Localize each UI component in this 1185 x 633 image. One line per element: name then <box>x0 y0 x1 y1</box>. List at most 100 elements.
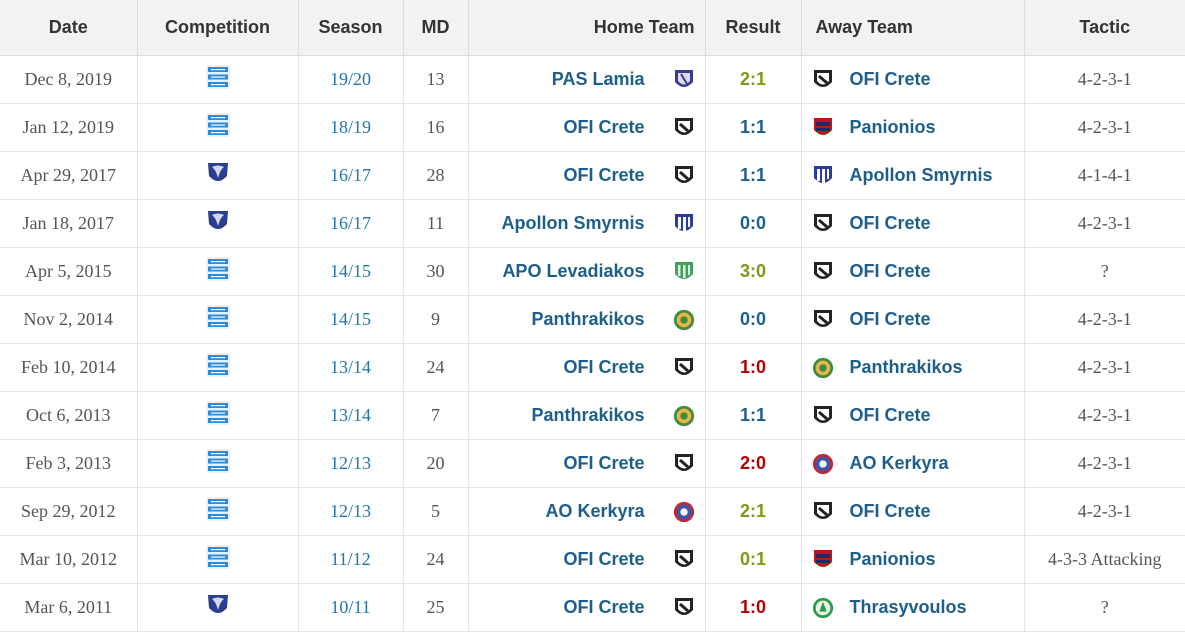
header-tactic[interactable]: Tactic <box>1024 0 1185 56</box>
season-link[interactable]: 16/17 <box>329 165 371 185</box>
panionios-logo-icon[interactable] <box>812 116 834 140</box>
result-link[interactable]: 0:0 <box>739 213 766 233</box>
home-team-link[interactable]: OFI Crete <box>563 357 645 377</box>
football-league-icon[interactable] <box>206 592 230 623</box>
season-link[interactable]: 12/13 <box>329 501 371 521</box>
panthrakikos-logo-icon[interactable] <box>812 356 834 380</box>
football-league-icon[interactable] <box>206 208 230 239</box>
superleague-icon[interactable] <box>205 304 231 335</box>
home-team-link[interactable]: OFI Crete <box>563 453 645 473</box>
superleague-icon[interactable] <box>205 496 231 527</box>
home-team-link[interactable]: Panthrakikos <box>531 405 645 425</box>
season-link[interactable]: 13/14 <box>329 357 371 377</box>
header-date[interactable]: Date <box>0 0 138 56</box>
away-team-link[interactable]: OFI Crete <box>849 405 931 425</box>
tactic-cell: 4-2-3-1 <box>1024 487 1185 536</box>
apollon-smyrnis-logo-icon[interactable] <box>673 212 695 236</box>
ofi-crete-logo-icon[interactable] <box>812 260 834 284</box>
md-cell: 13 <box>403 55 469 104</box>
season-link[interactable]: 11/12 <box>330 549 371 569</box>
away-team-link[interactable]: Panionios <box>849 549 936 569</box>
result-link[interactable]: 2:1 <box>739 501 766 521</box>
ofi-crete-logo-icon[interactable] <box>673 452 695 476</box>
season-link[interactable]: 13/14 <box>329 405 371 425</box>
ofi-crete-logo-icon[interactable] <box>673 164 695 188</box>
result-link[interactable]: 1:1 <box>739 117 766 137</box>
result-link[interactable]: 2:1 <box>739 69 766 89</box>
superleague-icon[interactable] <box>205 256 231 287</box>
ofi-crete-logo-icon[interactable] <box>673 548 695 572</box>
ofi-crete-logo-icon[interactable] <box>812 308 834 332</box>
away-team-link[interactable]: Panthrakikos <box>849 357 963 377</box>
levadiakos-logo-icon[interactable] <box>673 260 695 284</box>
season-link[interactable]: 19/20 <box>329 69 371 89</box>
ofi-crete-logo-icon[interactable] <box>673 596 695 620</box>
home-team-link[interactable]: OFI Crete <box>563 117 645 137</box>
away-team-link[interactable]: OFI Crete <box>849 501 931 521</box>
header-md[interactable]: MD <box>403 0 469 56</box>
home-team-link[interactable]: OFI Crete <box>563 597 645 617</box>
home-team-link[interactable]: OFI Crete <box>563 165 645 185</box>
table-row: Sep 29, 2012 12/13 5 AO Kerkyra 2:1 OFI … <box>0 487 1185 536</box>
kerkyra-logo-icon[interactable] <box>673 500 695 524</box>
home-team-link[interactable]: Panthrakikos <box>531 309 645 329</box>
ofi-crete-logo-icon[interactable] <box>812 68 834 92</box>
result-link[interactable]: 2:0 <box>739 453 766 473</box>
season-link[interactable]: 18/19 <box>329 117 371 137</box>
kerkyra-logo-icon[interactable] <box>812 452 834 476</box>
away-team-link[interactable]: Thrasyvoulos <box>849 597 967 617</box>
header-result[interactable]: Result <box>705 0 802 56</box>
superleague-icon[interactable] <box>205 112 231 143</box>
matchday: 24 <box>426 357 445 377</box>
away-team-link[interactable]: OFI Crete <box>849 69 931 89</box>
season-link[interactable]: 14/15 <box>329 309 371 329</box>
panthrakikos-logo-icon[interactable] <box>673 404 695 428</box>
home-team-link[interactable]: OFI Crete <box>563 549 645 569</box>
result-link[interactable]: 0:0 <box>739 309 766 329</box>
season-link[interactable]: 14/15 <box>329 261 371 281</box>
result-link[interactable]: 3:0 <box>739 261 766 281</box>
panionios-logo-icon[interactable] <box>812 548 834 572</box>
superleague-icon[interactable] <box>205 448 231 479</box>
pas-lamia-logo-icon[interactable] <box>673 68 695 92</box>
result-link[interactable]: 0:1 <box>739 549 766 569</box>
date-cell: Jan 12, 2019 <box>0 103 138 152</box>
panthrakikos-logo-icon[interactable] <box>673 308 695 332</box>
result-link[interactable]: 1:0 <box>739 597 766 617</box>
season-link[interactable]: 16/17 <box>329 213 371 233</box>
thrasyvoulos-logo-icon[interactable] <box>812 596 834 620</box>
football-league-icon[interactable] <box>206 160 230 191</box>
ofi-crete-logo-icon[interactable] <box>812 212 834 236</box>
home-team-link[interactable]: Apollon Smyrnis <box>501 213 645 233</box>
result-link[interactable]: 1:1 <box>739 165 766 185</box>
superleague-icon[interactable] <box>205 352 231 383</box>
ofi-crete-logo-icon[interactable] <box>673 356 695 380</box>
header-away-team[interactable]: Away Team <box>801 0 1025 56</box>
home-team-link[interactable]: AO Kerkyra <box>545 501 645 521</box>
superleague-icon[interactable] <box>205 64 231 95</box>
away-team-link[interactable]: Panionios <box>849 117 936 137</box>
away-team-link[interactable]: OFI Crete <box>849 261 931 281</box>
header-competition[interactable]: Competition <box>137 0 299 56</box>
season-cell: 16/17 <box>298 151 404 200</box>
away-team-link[interactable]: OFI Crete <box>849 309 931 329</box>
superleague-icon[interactable] <box>205 544 231 575</box>
ofi-crete-logo-icon[interactable] <box>812 500 834 524</box>
ofi-crete-logo-icon[interactable] <box>812 404 834 428</box>
tactic-cell: 4-1-4-1 <box>1024 151 1185 200</box>
header-season[interactable]: Season <box>298 0 404 56</box>
result-link[interactable]: 1:1 <box>739 405 766 425</box>
ofi-crete-logo-icon[interactable] <box>673 116 695 140</box>
away-team-link[interactable]: Apollon Smyrnis <box>849 165 993 185</box>
header-home-team[interactable]: Home Team <box>468 0 706 56</box>
season-link[interactable]: 10/11 <box>330 597 371 617</box>
away-team-link[interactable]: OFI Crete <box>849 213 931 233</box>
result-link[interactable]: 1:0 <box>739 357 766 377</box>
away-team-link[interactable]: AO Kerkyra <box>849 453 949 473</box>
home-team-link[interactable]: PAS Lamia <box>551 69 645 89</box>
superleague-icon[interactable] <box>205 400 231 431</box>
apollon-smyrnis-logo-icon[interactable] <box>812 164 834 188</box>
md-cell: 30 <box>403 247 469 296</box>
season-link[interactable]: 12/13 <box>329 453 371 473</box>
home-team-link[interactable]: APO Levadiakos <box>502 261 645 281</box>
